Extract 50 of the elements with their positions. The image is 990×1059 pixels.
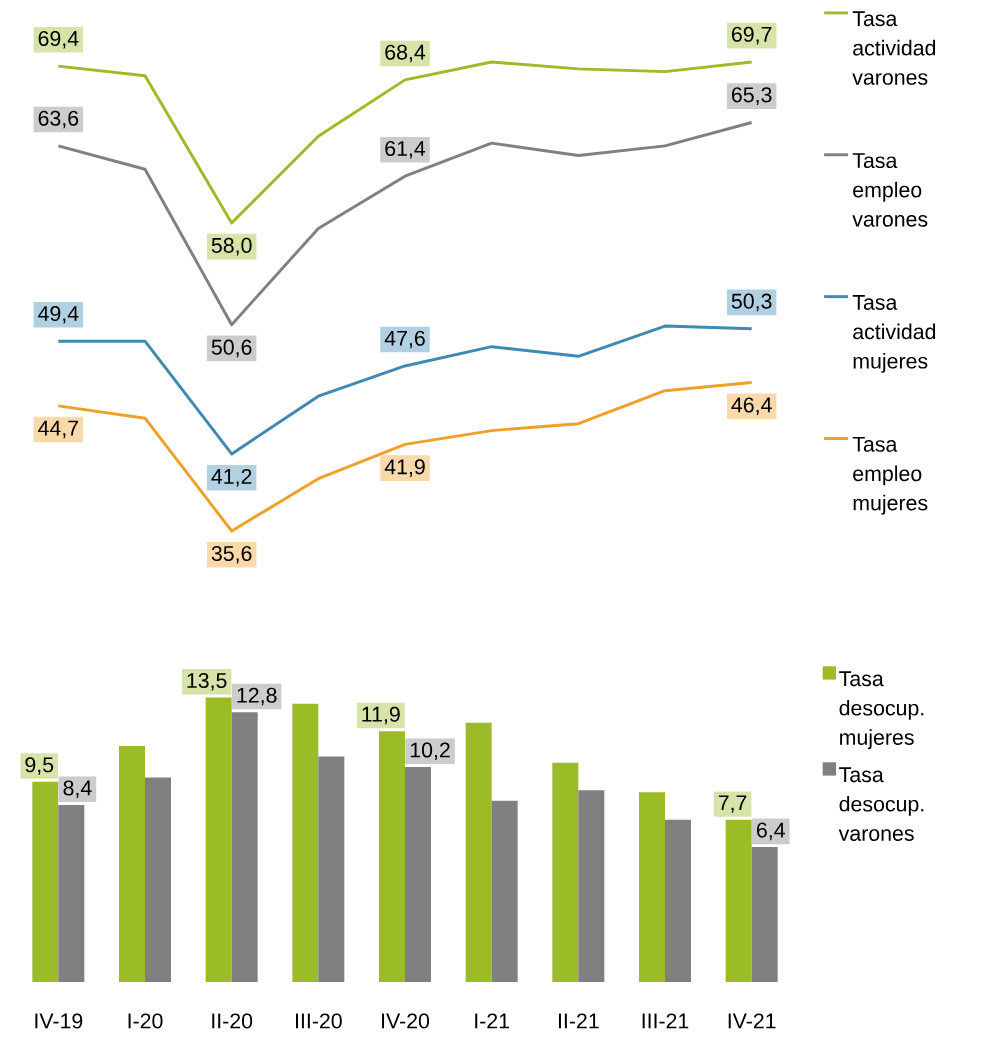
bar [665, 819, 691, 982]
bar [292, 703, 319, 982]
data-label: 68,4 [385, 44, 426, 63]
x-tick-label: II-20 [212, 1013, 253, 1029]
x-tick-label: IV-21 [728, 1013, 776, 1029]
x-tick-label: II-21 [558, 1013, 599, 1029]
legend-label: Tasa desocup. mujeres [839, 671, 924, 750]
legend-label: Tasa actividad varones [852, 11, 936, 85]
x-tick-label: III-21 [642, 1013, 689, 1029]
bar [145, 777, 171, 982]
data-label: 6,4 [757, 822, 785, 841]
data-label: 58,0 [211, 237, 252, 256]
data-label: 8,4 [63, 780, 92, 799]
data-label: 69,7 [731, 26, 772, 45]
bar [639, 792, 665, 982]
bar [119, 745, 145, 982]
legend-label: Tasa empleo varones [852, 153, 928, 227]
x-tick-label: IV-19 [35, 1013, 83, 1029]
bar [465, 722, 492, 982]
data-label: 41,9 [384, 459, 425, 477]
bar [578, 790, 605, 982]
data-label: 9,5 [25, 757, 54, 775]
data-label: 61,4 [385, 140, 426, 159]
x-tick-label: IV-20 [382, 1013, 430, 1029]
bar [405, 767, 431, 982]
data-label: 63,6 [38, 110, 79, 129]
legend-label: Tasa empleo mujeres [852, 436, 928, 515]
data-label: 50,6 [211, 339, 252, 358]
x-tick-label: I-20 [128, 1013, 163, 1029]
legend-label: Tasa desocup. varones [838, 767, 924, 841]
bar [491, 800, 518, 982]
data-label: 10,2 [410, 742, 450, 761]
data-label: 13,5 [187, 672, 227, 691]
data-label: 41,2 [211, 468, 252, 487]
data-label: 47,6 [384, 330, 425, 349]
data-label: 49,4 [38, 305, 79, 324]
x-tick-label: III-20 [295, 1013, 342, 1029]
data-label: 11,9 [362, 706, 400, 725]
data-label: 35,6 [211, 545, 252, 564]
data-label: 65,3 [731, 87, 772, 105]
data-label: 44,7 [38, 420, 79, 439]
data-label: 50,3 [731, 293, 772, 312]
data-label: 7,7 [718, 795, 747, 813]
bar [552, 762, 579, 982]
data-label: 69,4 [38, 30, 79, 49]
data-label: 12,8 [237, 687, 277, 706]
data-label: 46,4 [731, 397, 772, 415]
bar [318, 756, 345, 982]
legend-label: Tasa actividad mujeres [852, 295, 936, 373]
x-tick-label: I-21 [475, 1013, 509, 1029]
